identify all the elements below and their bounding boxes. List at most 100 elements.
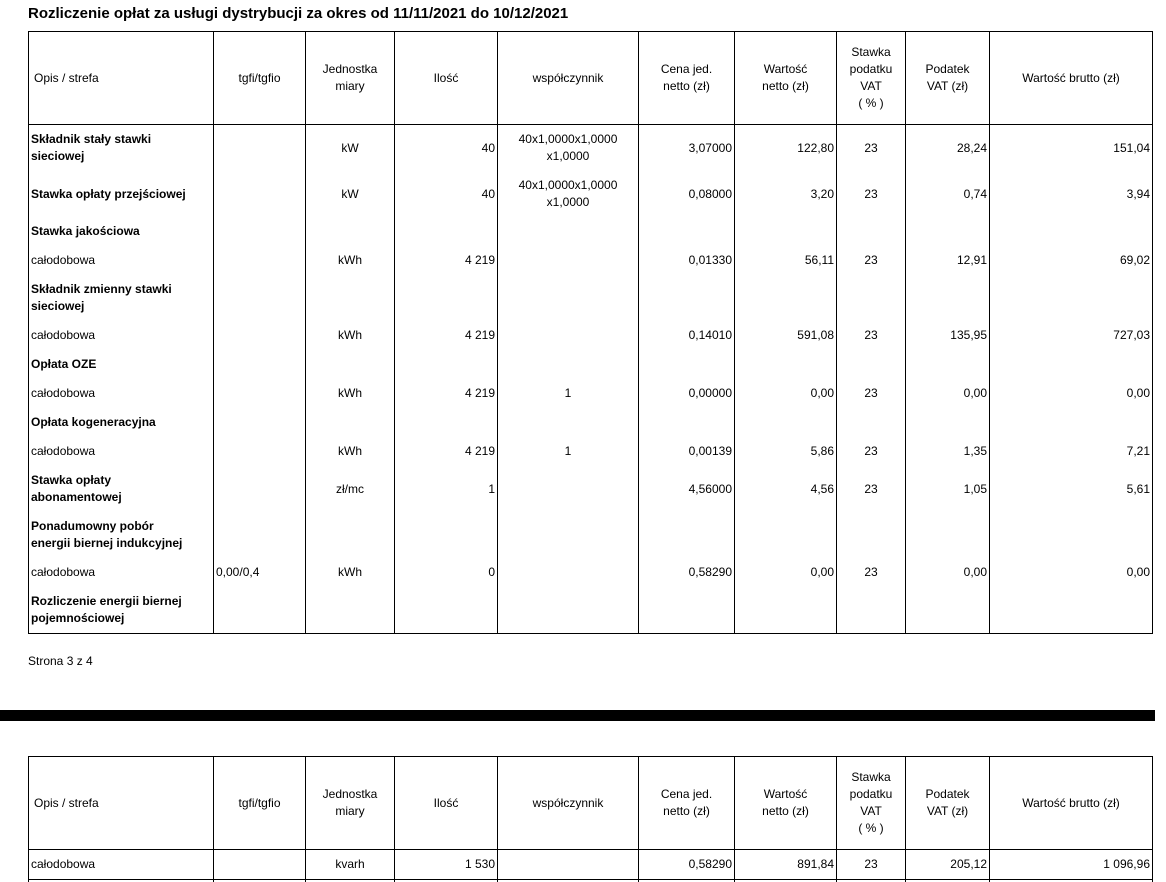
cell-value: 4 219 (394, 321, 498, 350)
cell-value (638, 350, 735, 379)
cell-value (213, 466, 306, 512)
cell-value (989, 350, 1153, 379)
cell-value: 1 (497, 437, 639, 466)
column-header: Wartość netto (zł) (734, 756, 837, 850)
column-header: tgfi/tgfio (213, 31, 306, 125)
cell-description: Składnik stały stawki sieciowej (28, 124, 214, 171)
cell-value (497, 466, 639, 512)
cell-value (905, 587, 990, 634)
cell-value (989, 512, 1153, 558)
cell-value: kWh (305, 379, 395, 408)
cell-value (305, 587, 395, 634)
column-header: Wartość brutto (zł) (989, 31, 1153, 125)
cell-value (734, 350, 837, 379)
cell-value: 727,03 (989, 321, 1153, 350)
table-row: Stawka jakościowa (28, 217, 1153, 246)
cell-value (638, 408, 735, 437)
cell-value (989, 408, 1153, 437)
cell-value (497, 217, 639, 246)
column-header: współczynnik (497, 756, 639, 850)
cell-value (213, 321, 306, 350)
cell-description: całodobowa (28, 437, 214, 466)
cell-value: 0,00 (905, 558, 990, 587)
cell-value: 56,11 (734, 246, 837, 275)
cell-value (305, 350, 395, 379)
table-row: Stawka opłaty abonamentowej zł/mc 1 4,56000… (28, 466, 1153, 512)
header-row: Opis / strefa tgfi/tgfio Jednostka miary Il… (28, 31, 1153, 125)
cell-value (734, 217, 837, 246)
cell-value: 0,00 (734, 379, 837, 408)
column-header: Stawka podatku VAT ( % ) (836, 756, 906, 850)
table-row: całodobowa kWh 4 219 1 0,00000 0,00 23 0,00 0,00 (28, 379, 1153, 408)
cell-value: 40 (394, 171, 498, 217)
cell-value (394, 512, 498, 558)
cell-value: 891,84 (734, 849, 837, 880)
table-row: Stawka opłaty przejściowej kW 40 40x1,0000x… (28, 171, 1153, 217)
cell-value (305, 275, 395, 321)
cell-value: 23 (836, 849, 906, 880)
cell-value (213, 246, 306, 275)
cell-value (213, 849, 306, 880)
cell-description: całodobowa (28, 558, 214, 587)
table-row: całodobowa kWh 4 219 0,01330 56,11 23 12,91 69,… (28, 246, 1153, 275)
cell-value (734, 512, 837, 558)
cell-value: 0,00 (989, 379, 1153, 408)
cell-value (213, 379, 306, 408)
cell-value (213, 437, 306, 466)
charges-table-page4: Opis / strefa tgfi/tgfio Jednostka miary Il… (28, 756, 1153, 882)
cell-value (213, 217, 306, 246)
cell-description: Rozliczenie energii biernej pojemnościow… (28, 587, 214, 634)
cell-value: 151,04 (989, 124, 1153, 171)
cell-value: 1 (497, 379, 639, 408)
column-header: Podatek VAT (zł) (905, 31, 990, 125)
cell-value (734, 275, 837, 321)
cell-value: 69,02 (989, 246, 1153, 275)
cell-value: zł/mc (305, 466, 395, 512)
cell-value (638, 512, 735, 558)
cell-value (836, 217, 906, 246)
cell-value (497, 408, 639, 437)
cell-value (497, 350, 639, 379)
cell-value: 28,24 (905, 124, 990, 171)
cell-value: 0,74 (905, 171, 990, 217)
table-row: całodobowa kWh 4 219 1 0,00139 5,86 23 1,35 7,21 (28, 437, 1153, 466)
table-row: całodobowa 0,00/0,4 kWh 0 0,58290 0,00 23 0,00 0… (28, 558, 1153, 587)
cell-value (497, 246, 639, 275)
cell-value: kvarh (305, 849, 395, 880)
cell-value: 135,95 (905, 321, 990, 350)
cell-value: kWh (305, 321, 395, 350)
cell-value: 1 530 (394, 849, 498, 880)
column-header: tgfi/tgfio (213, 756, 306, 850)
table-row: Składnik zmienny stawki sieciowej (28, 275, 1153, 321)
cell-value (734, 408, 837, 437)
cell-value: 0,00 (734, 558, 837, 587)
cell-value: kW (305, 124, 395, 171)
document-title: Rozliczenie opłat za usługi dystrybucji … (28, 5, 569, 22)
cell-value (905, 512, 990, 558)
cell-value: 3,20 (734, 171, 837, 217)
cell-description: Składnik zmienny stawki sieciowej (28, 275, 214, 321)
cell-value (305, 217, 395, 246)
cell-description: Ponadumowny pobór energii biernej indukc… (28, 512, 214, 558)
cell-value: 205,12 (905, 849, 990, 880)
column-header: Wartość brutto (zł) (989, 756, 1153, 850)
cell-value (394, 275, 498, 321)
cell-value (394, 217, 498, 246)
cell-description: Opłata OZE (28, 350, 214, 379)
cell-value (394, 350, 498, 379)
cell-value: 23 (836, 124, 906, 171)
cell-value (989, 275, 1153, 321)
table-row (28, 879, 1153, 882)
cell-value: 0,00 (989, 558, 1153, 587)
cell-value: 0,08000 (638, 171, 735, 217)
cell-value: 0,01330 (638, 246, 735, 275)
column-header: współczynnik (497, 31, 639, 125)
table-row: Składnik stały stawki sieciowej kW 40 40x1,… (28, 124, 1153, 171)
cell-value (305, 512, 395, 558)
column-header: Stawka podatku VAT ( % ) (836, 31, 906, 125)
cell-value: 0,14010 (638, 321, 735, 350)
cell-value: 1 (394, 466, 498, 512)
table-row: całodobowa kWh 4 219 0,14010 591,08 23 135,95 7… (28, 321, 1153, 350)
cell-value: kW (305, 171, 395, 217)
